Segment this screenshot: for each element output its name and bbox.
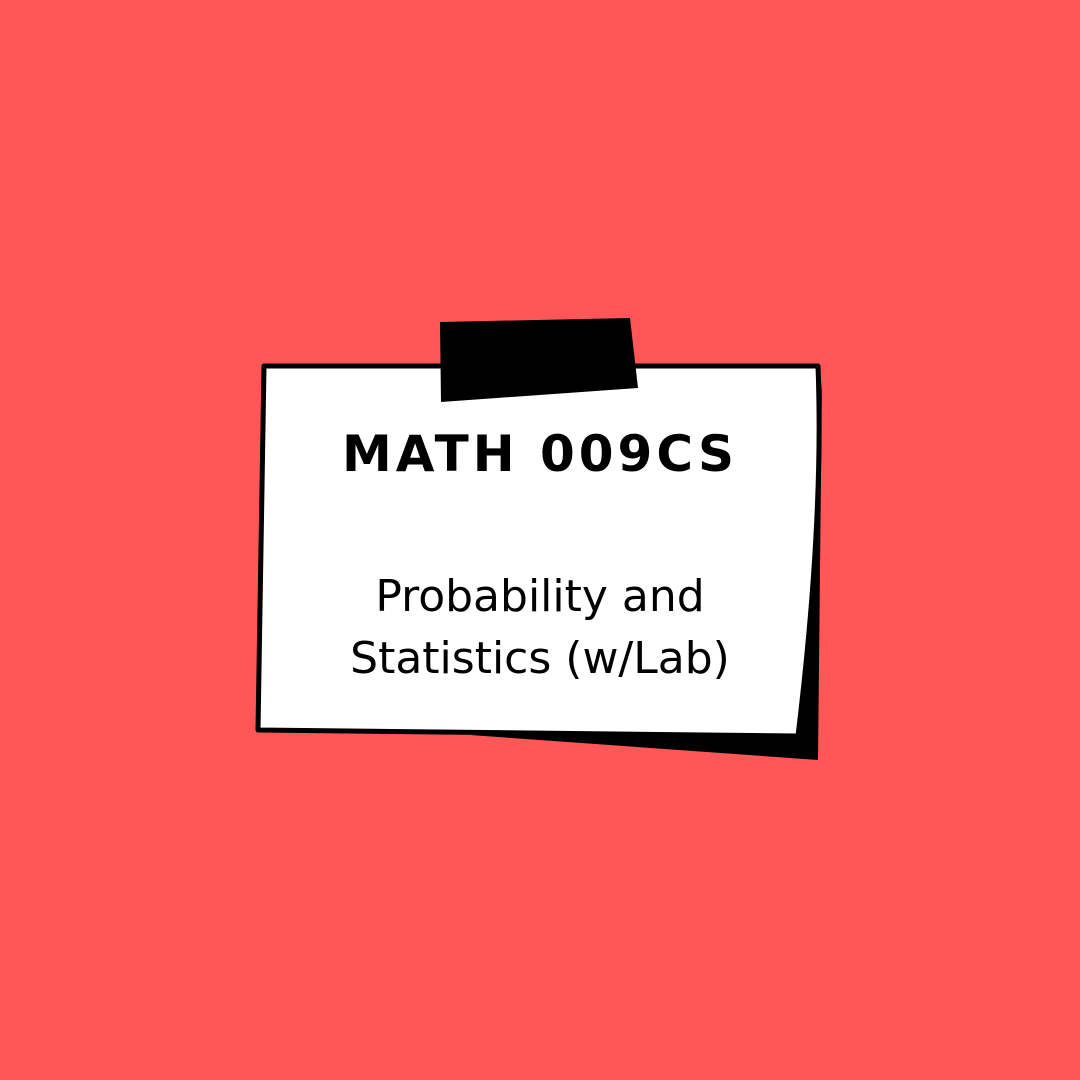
course-name-line-1: Probability and (375, 571, 705, 622)
course-code-title: MATH 009CS (342, 425, 738, 483)
course-name: Probability and Statistics (w/Lab) (262, 566, 818, 690)
card-paper (255, 363, 822, 739)
course-name-line-2: Statistics (w/Lab) (350, 633, 730, 684)
tape-strip (440, 318, 638, 402)
